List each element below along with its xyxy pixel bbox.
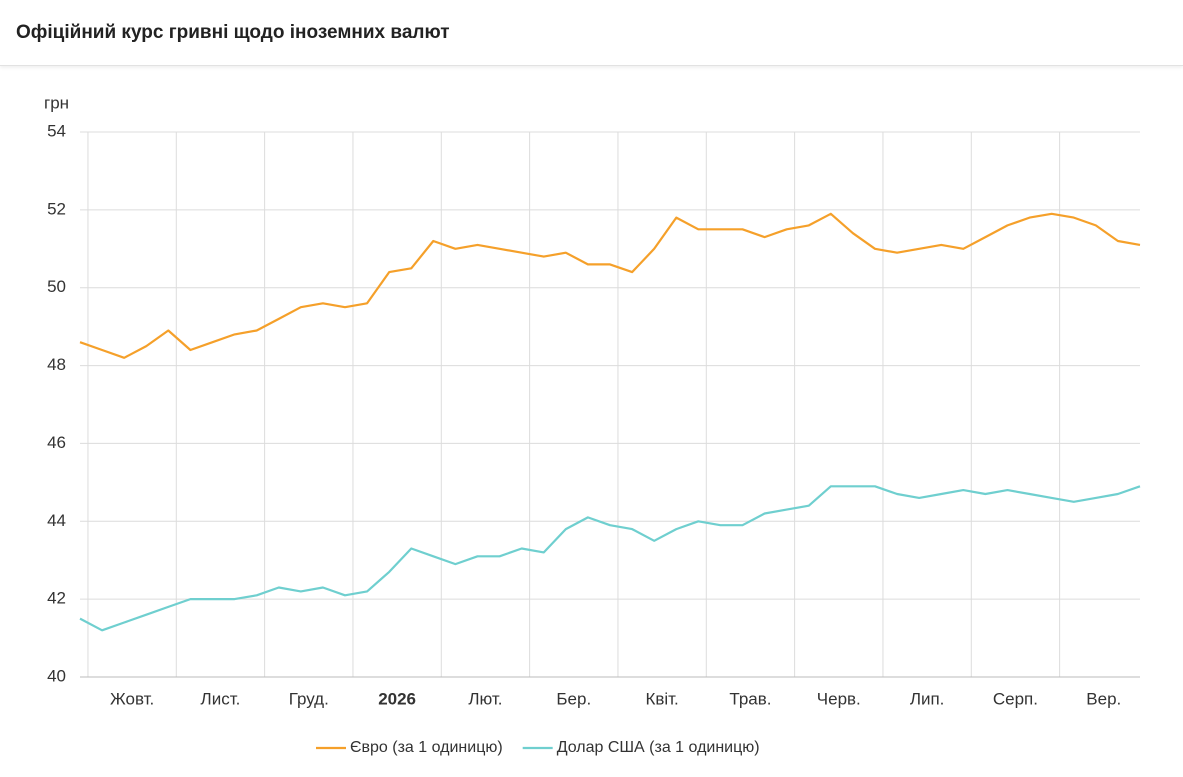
legend-label: Долар США (за 1 одиницю) <box>557 739 760 756</box>
y-tick-label: 42 <box>47 589 66 608</box>
y-axis-label: грн <box>44 93 69 112</box>
series-line <box>79 212 1141 359</box>
y-tick-label: 52 <box>47 199 66 218</box>
legend-item: Євро (за 1 одиницю) <box>316 739 503 756</box>
x-tick-label: 2026 <box>378 689 416 708</box>
y-tick-label: 54 <box>47 121 66 140</box>
header: Офіційний курс гривні щодо іноземних вал… <box>0 0 1183 66</box>
chart-title: Офіційний курс гривні щодо іноземних вал… <box>16 21 450 43</box>
legend-item: Долар США (за 1 одиницю) <box>522 739 760 756</box>
x-tick-label: Квіт. <box>645 689 678 708</box>
x-tick-label: Черв. <box>817 689 861 708</box>
x-tick-label: Лют. <box>468 689 502 708</box>
chart: грн 40 42 44 46 48 50 52 54 Жовт. Лист. Груд. 2026 Л… <box>44 93 1141 756</box>
x-tick-label: Бер. <box>556 689 591 708</box>
y-tick-label: 50 <box>47 277 66 296</box>
legend-label: Євро (за 1 одиницю) <box>350 739 503 756</box>
y-tick-label: 46 <box>47 433 66 452</box>
y-tick-label: 48 <box>47 355 66 374</box>
x-tick-label: Трав. <box>729 689 771 708</box>
x-tick-label: Жовт. <box>110 689 154 708</box>
x-tick-label: Лип. <box>910 689 945 708</box>
y-tick-label: 44 <box>47 511 66 530</box>
series-line <box>79 485 1141 632</box>
x-tick-label: Лист. <box>201 689 241 708</box>
y-tick-label: 40 <box>47 666 66 685</box>
x-tick-label: Серп. <box>993 689 1038 708</box>
x-tick-label: Вер. <box>1086 689 1121 708</box>
x-tick-label: Груд. <box>289 689 329 708</box>
